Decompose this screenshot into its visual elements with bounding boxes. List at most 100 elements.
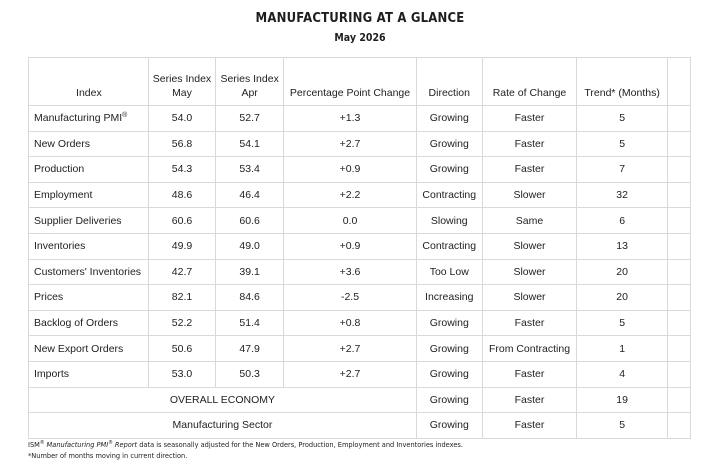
may-cell: 50.6: [147, 335, 217, 362]
direction-cell: Growing: [415, 156, 483, 183]
header-empty: [666, 57, 692, 106]
apr-cell: 39.1: [215, 258, 285, 286]
empty-cell: [666, 105, 692, 132]
apr-cell: 52.7: [215, 105, 285, 132]
footnote-seasonal-adjustment: ISM® Manufacturing PMI® Report data is s…: [28, 440, 463, 449]
direction-cell: Growing: [415, 360, 483, 388]
trend-cell: 5: [576, 412, 668, 439]
rate-cell: Same: [481, 207, 578, 234]
rate-cell: From Contracting: [481, 335, 578, 362]
index-cell: Manufacturing PMI®: [28, 105, 149, 132]
rate-cell: Faster: [481, 386, 578, 414]
empty-cell: [666, 386, 692, 414]
summary-label-cell: OVERALL ECONOMY: [28, 386, 417, 414]
empty-cell: [666, 360, 692, 388]
apr-cell: 50.3: [215, 360, 285, 388]
table-row: New Orders 56.8 54.1 +2.7 Growing Faster…: [28, 130, 692, 158]
change-cell: +2.7: [283, 335, 417, 362]
may-cell: 54.3: [147, 156, 217, 183]
empty-cell: [666, 181, 692, 209]
rate-cell: Slower: [481, 284, 578, 311]
change-cell: +2.2: [283, 181, 417, 209]
may-cell: 42.7: [147, 258, 217, 286]
trend-cell: 5: [576, 130, 668, 158]
change-cell: +2.7: [283, 130, 417, 158]
page-title: MANUFACTURING AT A GLANCE: [255, 11, 465, 26]
index-cell: New Export Orders: [28, 335, 149, 362]
direction-cell: Slowing: [415, 207, 483, 234]
table-row: Employment 48.6 46.4 +2.2 Contracting Sl…: [28, 181, 692, 209]
direction-cell: Contracting: [415, 232, 483, 260]
trend-cell: 20: [576, 258, 668, 286]
direction-cell: Growing: [415, 309, 483, 337]
table-row: Inventories 49.9 49.0 +0.9 Contracting S…: [28, 232, 692, 260]
header-rate: Rate of Change: [481, 57, 578, 106]
index-cell: Employment: [28, 181, 149, 209]
rate-cell: Faster: [481, 105, 578, 132]
table-header-row: Index Series Index May Series Index Apr Pe…: [28, 57, 692, 106]
empty-cell: [666, 232, 692, 260]
rate-cell: Faster: [481, 412, 578, 439]
may-cell: 82.1: [147, 284, 217, 311]
may-cell: 52.2: [147, 309, 217, 337]
rate-cell: Slower: [481, 181, 578, 209]
trend-cell: 13: [576, 232, 668, 260]
trend-cell: 1: [576, 335, 668, 362]
header-series-apr: Series Index Apr: [215, 57, 285, 106]
direction-cell: Growing: [415, 335, 483, 362]
direction-cell: Growing: [415, 130, 483, 158]
empty-cell: [666, 130, 692, 158]
empty-cell: [666, 258, 692, 286]
header-series-may: Series Index May: [147, 57, 217, 106]
may-cell: 56.8: [147, 130, 217, 158]
may-cell: 49.9: [147, 232, 217, 260]
direction-cell: Contracting: [415, 181, 483, 209]
may-cell: 48.6: [147, 181, 217, 209]
change-cell: +0.9: [283, 156, 417, 183]
footnote-trend-definition: *Number of months moving in current dire…: [28, 451, 188, 460]
trend-cell: 5: [576, 105, 668, 132]
table-row: Customers' Inventories 42.7 39.1 +3.6 To…: [28, 258, 692, 286]
header-trend: Trend* (Months): [576, 57, 668, 106]
table-row: Imports 53.0 50.3 +2.7 Growing Faster 4: [28, 360, 692, 388]
empty-cell: [666, 412, 692, 439]
rate-cell: Slower: [481, 258, 578, 286]
direction-cell: Growing: [415, 412, 483, 439]
apr-cell: 60.6: [215, 207, 285, 234]
rate-cell: Faster: [481, 360, 578, 388]
index-cell: Supplier Deliveries: [28, 207, 149, 234]
manufacturing-at-a-glance-table: Index Series Index May Series Index Apr Pe…: [28, 57, 692, 439]
empty-cell: [666, 156, 692, 183]
table-row: New Export Orders 50.6 47.9 +2.7 Growing…: [28, 335, 692, 362]
change-cell: 0.0: [283, 207, 417, 234]
apr-cell: 53.4: [215, 156, 285, 183]
empty-cell: [666, 284, 692, 311]
summary-label-cell: Manufacturing Sector: [28, 412, 417, 439]
direction-cell: Growing: [415, 386, 483, 414]
rate-cell: Faster: [481, 156, 578, 183]
change-cell: -2.5: [283, 284, 417, 311]
may-cell: 60.6: [147, 207, 217, 234]
summary-row-manufacturing-sector: Manufacturing Sector Growing Faster 5: [28, 412, 692, 439]
trend-cell: 7: [576, 156, 668, 183]
page-subtitle: May 2026: [334, 32, 386, 44]
apr-cell: 47.9: [215, 335, 285, 362]
apr-cell: 51.4: [215, 309, 285, 337]
apr-cell: 46.4: [215, 181, 285, 209]
change-cell: +0.9: [283, 232, 417, 260]
header-index: Index: [28, 57, 149, 106]
direction-cell: Increasing: [415, 284, 483, 311]
index-cell: Production: [28, 156, 149, 183]
index-cell: Inventories: [28, 232, 149, 260]
rate-cell: Faster: [481, 130, 578, 158]
table-row: Manufacturing PMI® 54.0 52.7 +1.3 Growin…: [28, 105, 692, 132]
trend-cell: 32: [576, 181, 668, 209]
trend-cell: 5: [576, 309, 668, 337]
summary-row-overall-economy: OVERALL ECONOMY Growing Faster 19: [28, 386, 692, 414]
header-change: Percentage Point Change: [283, 57, 417, 106]
empty-cell: [666, 309, 692, 337]
table-row: Production 54.3 53.4 +0.9 Growing Faster…: [28, 156, 692, 183]
index-cell: Imports: [28, 360, 149, 388]
direction-cell: Too Low: [415, 258, 483, 286]
trend-cell: 19: [576, 386, 668, 414]
